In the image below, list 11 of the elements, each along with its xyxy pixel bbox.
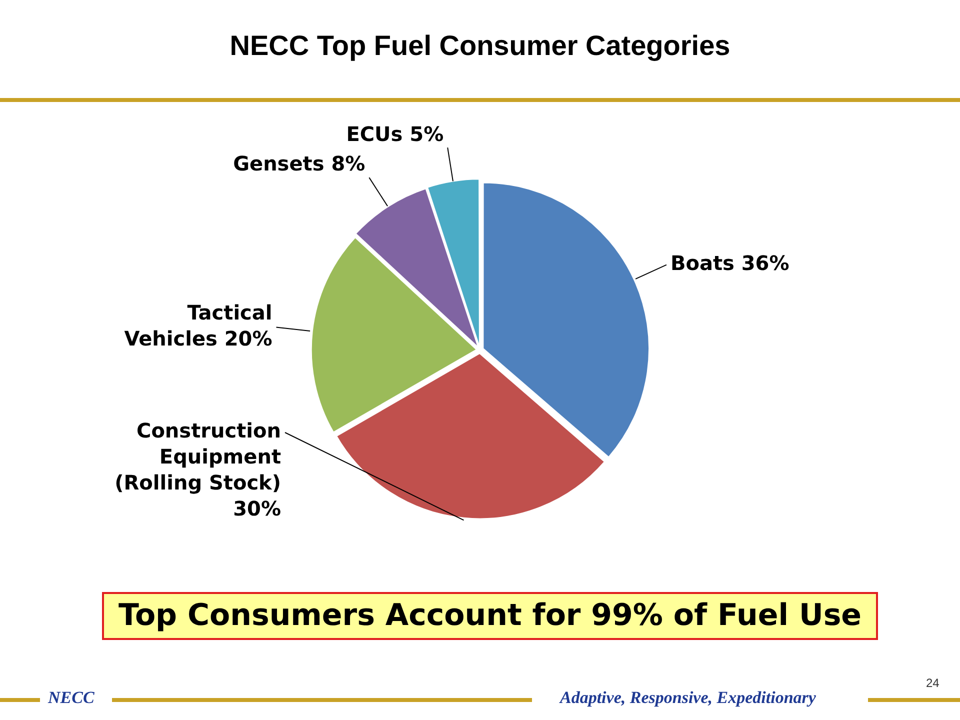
text: 24 <box>926 676 940 690</box>
slice-label: Boats 36% <box>670 251 790 276</box>
slice-label: Tactical Vehicles 20% <box>124 300 272 350</box>
data-label: 30% <box>233 496 281 521</box>
slice-label: Construction Equipment (Rolling Stock) <box>114 418 282 495</box>
slice-label: Gensets 8% <box>233 152 366 176</box>
slice-label: ECUs 5% <box>346 122 444 146</box>
text: Top Consumers Account for 99% of Fuel Use <box>102 592 878 640</box>
chart-title: NECC Top Fuel Consumer Categories <box>228 30 732 62</box>
text: NECC <box>48 688 94 708</box>
text: Adaptive, Responsive, Expeditionary <box>560 688 816 708</box>
